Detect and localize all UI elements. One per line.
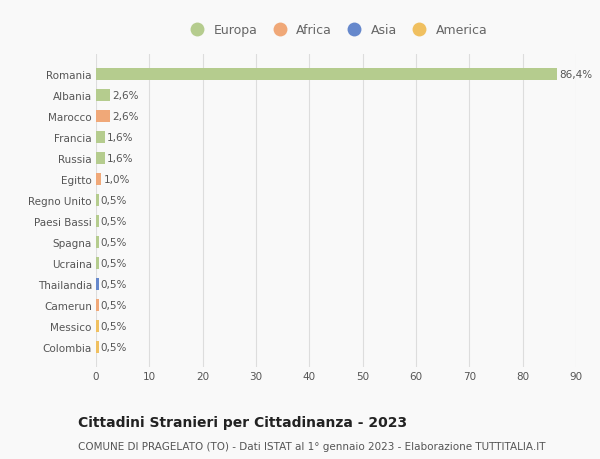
- Bar: [96, 111, 110, 123]
- Text: 0,5%: 0,5%: [101, 321, 127, 331]
- Text: 0,5%: 0,5%: [101, 300, 127, 310]
- Bar: [96, 153, 104, 164]
- Bar: [96, 300, 98, 311]
- Bar: [96, 174, 101, 185]
- Bar: [96, 132, 104, 144]
- Text: 2,6%: 2,6%: [112, 91, 139, 101]
- Bar: [96, 237, 98, 248]
- Bar: [96, 279, 98, 290]
- Text: 1,0%: 1,0%: [103, 175, 130, 185]
- Text: 0,5%: 0,5%: [101, 238, 127, 247]
- Bar: [96, 69, 557, 81]
- Bar: [96, 90, 110, 102]
- Bar: [96, 341, 98, 353]
- Text: 1,6%: 1,6%: [107, 154, 133, 164]
- Text: 0,5%: 0,5%: [101, 217, 127, 227]
- Text: 2,6%: 2,6%: [112, 112, 139, 122]
- Text: COMUNE DI PRAGELATO (TO) - Dati ISTAT al 1° gennaio 2023 - Elaborazione TUTTITAL: COMUNE DI PRAGELATO (TO) - Dati ISTAT al…: [78, 441, 545, 451]
- Text: 0,5%: 0,5%: [101, 280, 127, 290]
- Legend: Europa, Africa, Asia, America: Europa, Africa, Asia, America: [185, 24, 487, 37]
- Text: 1,6%: 1,6%: [107, 133, 133, 143]
- Text: 0,5%: 0,5%: [101, 258, 127, 269]
- Bar: [96, 258, 98, 269]
- Text: 86,4%: 86,4%: [559, 70, 592, 80]
- Bar: [96, 216, 98, 227]
- Text: 0,5%: 0,5%: [101, 342, 127, 352]
- Text: 0,5%: 0,5%: [101, 196, 127, 206]
- Text: Cittadini Stranieri per Cittadinanza - 2023: Cittadini Stranieri per Cittadinanza - 2…: [78, 415, 407, 429]
- Bar: [96, 195, 98, 207]
- Bar: [96, 320, 98, 332]
